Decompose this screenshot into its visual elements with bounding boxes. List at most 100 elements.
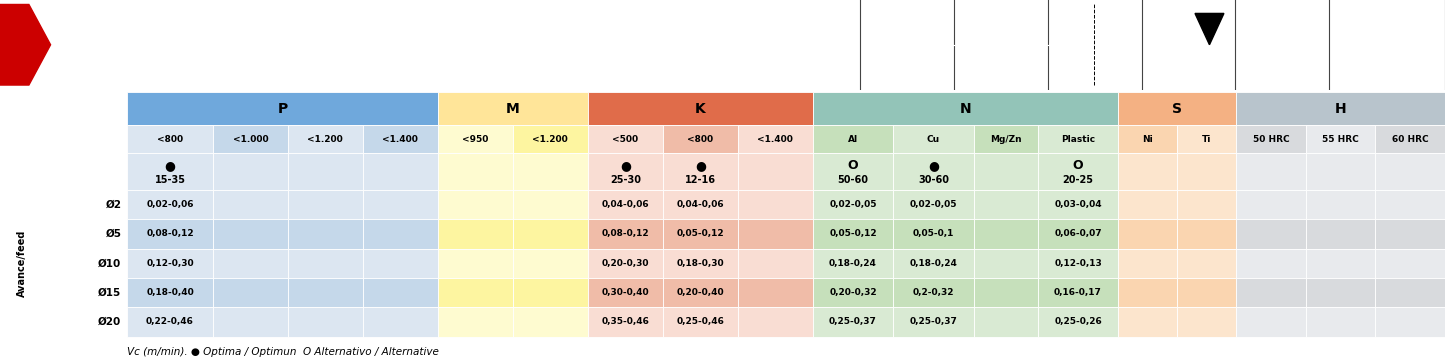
Bar	[663, 307, 738, 336]
Text: O: O	[1072, 159, 1084, 172]
Bar	[1235, 92, 1445, 125]
Bar	[663, 219, 738, 249]
Text: Al: Al	[848, 135, 858, 144]
Bar	[1038, 249, 1118, 278]
Bar	[738, 307, 814, 336]
Bar	[1376, 278, 1445, 307]
Text: 0,18-0,24: 0,18-0,24	[829, 259, 877, 268]
Bar	[588, 249, 663, 278]
Bar	[974, 249, 1038, 278]
Text: <1.200: <1.200	[533, 135, 568, 144]
Text: O: O	[848, 159, 858, 172]
Bar	[1235, 219, 1306, 249]
Bar	[1235, 153, 1306, 190]
Text: ●: ●	[620, 159, 631, 172]
Text: 0,16-0,17: 0,16-0,17	[1053, 288, 1103, 297]
Bar	[438, 92, 588, 125]
Bar	[738, 125, 814, 153]
Text: 0,02-0,05: 0,02-0,05	[910, 200, 957, 209]
Bar	[1038, 153, 1118, 190]
Bar	[893, 307, 974, 336]
Bar	[1038, 278, 1118, 307]
Bar	[1376, 307, 1445, 336]
Text: K: K	[695, 101, 705, 116]
Bar	[212, 190, 288, 219]
Text: 0,05-0,12: 0,05-0,12	[829, 230, 877, 239]
Bar	[873, 60, 909, 73]
Bar	[974, 125, 1038, 153]
Text: 15-35: 15-35	[155, 175, 185, 185]
Text: 0,18-0,40: 0,18-0,40	[146, 288, 194, 297]
Bar	[893, 249, 974, 278]
Bar	[1235, 249, 1306, 278]
Bar	[212, 219, 288, 249]
Bar	[1363, 18, 1406, 58]
Bar	[127, 92, 438, 125]
Text: 0,18-0,30: 0,18-0,30	[676, 259, 724, 268]
Bar	[1178, 153, 1235, 190]
Text: <1.400: <1.400	[383, 135, 418, 144]
Bar	[127, 307, 212, 336]
Text: <800: <800	[158, 135, 184, 144]
Bar	[288, 307, 363, 336]
Bar	[127, 219, 212, 249]
Bar	[1178, 190, 1235, 219]
Bar	[438, 190, 513, 219]
Bar	[1235, 307, 1306, 336]
Bar	[1376, 125, 1445, 153]
Bar	[513, 125, 588, 153]
Text: S: S	[1172, 101, 1182, 116]
Text: 0,25-0,46: 0,25-0,46	[676, 317, 724, 326]
Text: 55 HRC: 55 HRC	[1322, 135, 1358, 144]
Text: Vc (m/min). ● Optima / Optimun  O Alternativo / Alternative: Vc (m/min). ● Optima / Optimun O Alterna…	[127, 347, 439, 357]
Bar	[1118, 219, 1178, 249]
Text: 0,02-0,06: 0,02-0,06	[146, 200, 194, 209]
Text: 30-60: 30-60	[918, 175, 949, 185]
Text: 30°: 30°	[1283, 9, 1298, 18]
Bar	[1235, 190, 1306, 219]
Bar	[738, 249, 814, 278]
Text: <1.400: <1.400	[757, 135, 793, 144]
Bar	[588, 219, 663, 249]
Bar	[1376, 249, 1445, 278]
Text: Ti: Ti	[1202, 135, 1211, 144]
Bar	[288, 125, 363, 153]
Bar	[663, 278, 738, 307]
Text: 50-60: 50-60	[838, 175, 868, 185]
Bar	[1178, 219, 1235, 249]
Text: 0,02-0,05: 0,02-0,05	[829, 200, 877, 209]
Bar	[513, 219, 588, 249]
Bar	[363, 307, 438, 336]
Bar	[363, 249, 438, 278]
Bar	[1038, 219, 1118, 249]
Text: <1.200: <1.200	[308, 135, 344, 144]
Bar	[1306, 278, 1376, 307]
Text: Ø5: Ø5	[105, 229, 121, 239]
Bar	[814, 92, 1118, 125]
Bar	[127, 153, 212, 190]
Text: 0,08-0,12: 0,08-0,12	[146, 230, 194, 239]
Bar	[814, 153, 893, 190]
Text: 0,03-0,04: 0,03-0,04	[1055, 200, 1103, 209]
Text: Mg/Zn: Mg/Zn	[990, 135, 1022, 144]
Bar	[513, 249, 588, 278]
Bar	[1376, 219, 1445, 249]
Bar	[588, 278, 663, 307]
Polygon shape	[0, 4, 51, 85]
Text: Cu: Cu	[926, 135, 939, 144]
Bar	[127, 278, 212, 307]
Text: ●: ●	[928, 159, 939, 172]
Bar	[1306, 125, 1376, 153]
Bar	[363, 153, 438, 190]
Text: 0,12-0,30: 0,12-0,30	[146, 259, 194, 268]
Text: 0,05-0,1: 0,05-0,1	[913, 230, 954, 239]
Text: 0,30-0,40: 0,30-0,40	[601, 288, 649, 297]
Bar	[363, 125, 438, 153]
Text: 0,35-0,46: 0,35-0,46	[601, 317, 649, 326]
Bar	[288, 278, 363, 307]
Bar	[974, 153, 1038, 190]
Bar	[513, 190, 588, 219]
Bar	[1038, 307, 1118, 336]
Bar	[1178, 125, 1235, 153]
Bar	[1118, 249, 1178, 278]
